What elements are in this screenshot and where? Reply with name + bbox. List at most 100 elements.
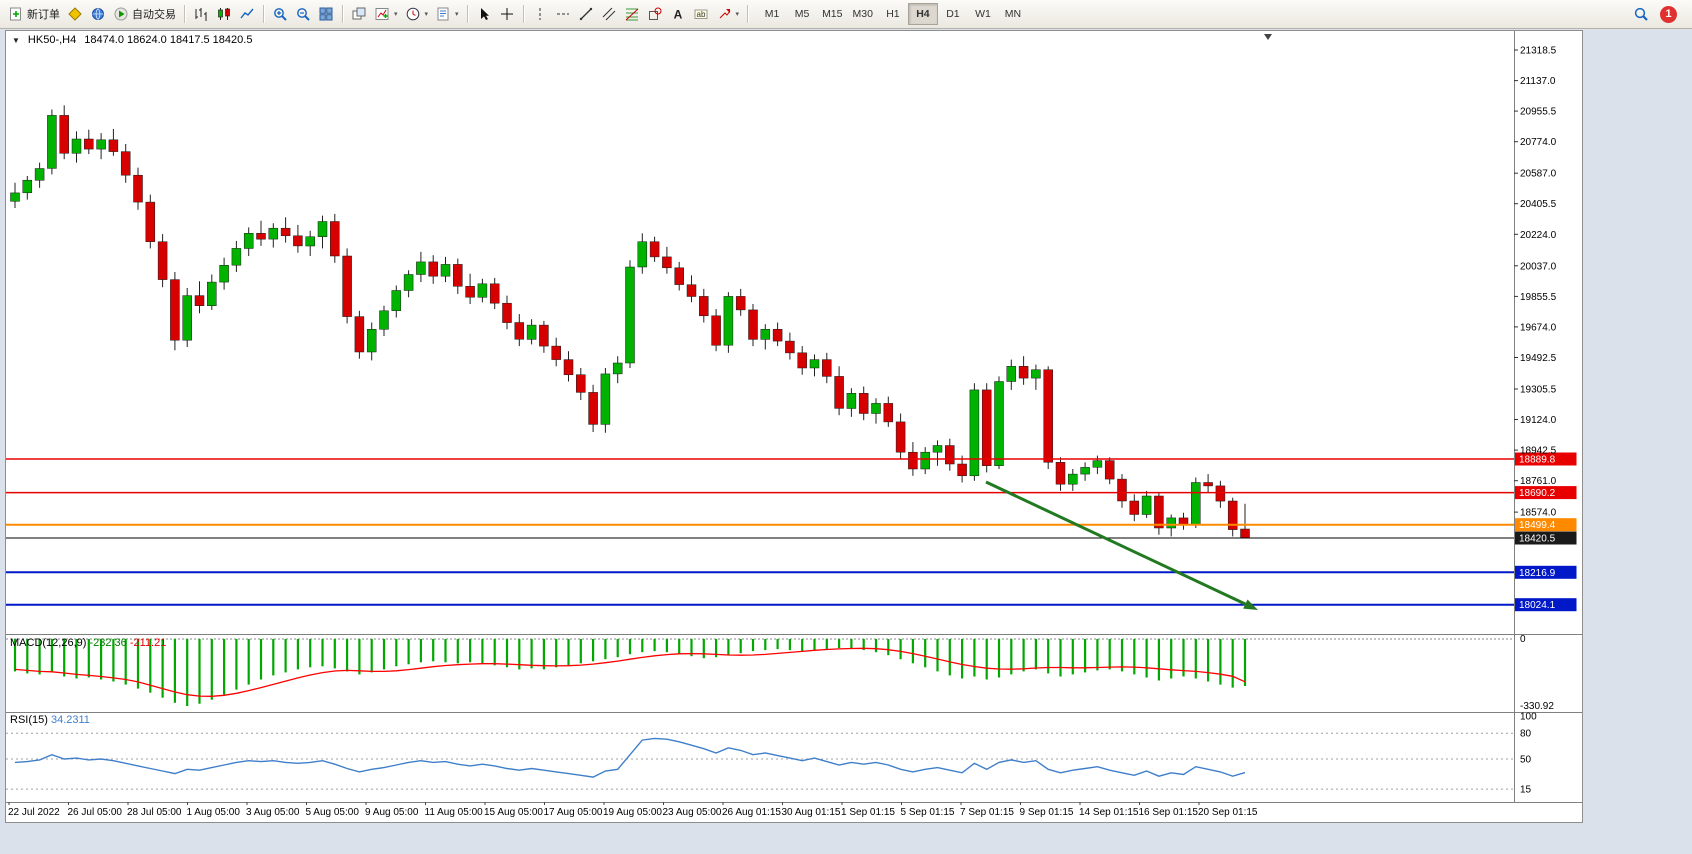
price-axis-label: 18942.5 [1520, 446, 1557, 457]
time-axis[interactable]: 22 Jul 2022 26 Jul 05:00 28 Jul 05:00 1 Aug… [8, 802, 1258, 818]
macd-axis-bottom: -330.92 [1520, 701, 1554, 712]
macd-axis-top: 0 [1520, 634, 1526, 645]
shapes-button[interactable] [644, 3, 666, 25]
timeframe-m30-button[interactable]: M30 [852, 8, 873, 20]
indicators-button[interactable]: ▾ [371, 3, 401, 25]
price-axis[interactable]: 21318.5 21137.0 20955.5 20774.0 20587.0 20405… [1514, 31, 1557, 802]
price-hline[interactable]: 18420.5 [6, 531, 1577, 545]
auto-trading-button[interactable]: 自动交易 [110, 3, 179, 25]
price-axis-label: 21137.0 [1520, 76, 1556, 87]
cursor-button[interactable] [473, 3, 495, 25]
profiles-button[interactable] [64, 3, 86, 25]
templates-button[interactable]: ▾ [432, 3, 462, 25]
price-tag [1514, 452, 1577, 466]
new-order-button[interactable]: 新订单 [5, 3, 63, 25]
new-chart-button[interactable] [348, 3, 370, 25]
new-order-icon [10, 7, 21, 21]
macd-signal-line [14, 647, 1246, 697]
rsi-value: 34.2311 [50, 714, 90, 726]
arrows-button[interactable]: ▾ [713, 3, 743, 25]
macd-name: MACD(12,26,9) [10, 637, 87, 649]
zoom-out-button[interactable] [292, 3, 314, 25]
time-axis-label: 15 Aug 05:00 [484, 807, 543, 818]
price-axis-label: 20955.5 [1520, 107, 1557, 118]
price-tag [1514, 486, 1577, 500]
market-watch-button[interactable] [87, 3, 109, 25]
price-axis-label: 21318.5 [1520, 46, 1557, 57]
price-hline[interactable]: 18216.9 [6, 565, 1577, 579]
time-axis-label: 16 Sep 01:15 [1139, 807, 1199, 818]
timeframe-d1-button[interactable]: D1 [946, 8, 960, 20]
macd-signal-value: -211.21 [129, 637, 167, 649]
text-label-button[interactable]: ab [690, 3, 712, 25]
candlestick-chart-button[interactable] [213, 3, 235, 25]
chart-canvas[interactable]: 18889.8 18690.2 18499.4 18420.5 18216.9 18024… [6, 31, 1582, 822]
price-tag-label: 18420.5 [1519, 534, 1556, 545]
price-hline[interactable]: 18690.2 [6, 486, 1577, 500]
notification-badge[interactable]: 1 [1660, 5, 1677, 23]
timeframe-h1-button[interactable]: H1 [886, 8, 900, 20]
line-chart-button[interactable] [236, 3, 258, 25]
time-axis-label: 26 Aug 01:15 [722, 807, 781, 818]
vertical-line-button[interactable] [529, 3, 551, 25]
price-hline[interactable]: 18889.8 [6, 452, 1577, 466]
text-button[interactable]: A [667, 3, 689, 25]
one-click-trading-toggle[interactable]: ▼ [12, 35, 20, 45]
ohlc-values: 18474.0 18624.0 18417.5 18420.5 [84, 34, 253, 46]
time-axis-label: 14 Sep 01:15 [1079, 807, 1139, 818]
fibonacci-button[interactable] [621, 3, 643, 25]
timeframe-m15-button[interactable]: M15 [822, 8, 843, 20]
chart-window[interactable]: 18889.8 18690.2 18499.4 18420.5 18216.9 18024… [5, 30, 1583, 823]
crosshair-button[interactable] [496, 3, 518, 25]
timeframe-m1-button[interactable]: M1 [764, 8, 780, 20]
time-axis-label: 30 Aug 01:15 [782, 807, 841, 818]
chart-shift-marker[interactable] [1264, 34, 1272, 40]
trendline-icon [579, 7, 592, 21]
price-tag [1514, 565, 1577, 579]
search-icon [1634, 7, 1648, 21]
price-tag-label: 18889.8 [1519, 455, 1556, 466]
price-axis-label: 19492.5 [1520, 353, 1557, 364]
trend-arrow[interactable] [985, 480, 1258, 610]
price-hline[interactable]: 18499.4 [6, 518, 1577, 532]
price-axis-label: 18574.0 [1520, 508, 1557, 519]
time-axis-label: 7 Sep 01:15 [960, 807, 1014, 818]
toolbar-separator [747, 5, 749, 23]
chevron-down-icon: ▾ [455, 11, 459, 18]
periods-button[interactable]: ▾ [402, 3, 432, 25]
price-hline[interactable]: 18024.1 [6, 598, 1577, 612]
time-axis-label: 1 Sep 01:15 [841, 807, 895, 818]
rsi-axis-label: 50 [1520, 755, 1532, 766]
new-order-label: 新订单 [27, 9, 60, 21]
trendline-button[interactable] [575, 3, 597, 25]
equidistant-channel-button[interactable] [598, 3, 620, 25]
price-axis-label: 20587.0 [1520, 169, 1557, 180]
time-axis-label: 5 Aug 05:00 [306, 807, 360, 818]
time-axis-label: 17 Aug 05:00 [544, 807, 603, 818]
rsi-axis-label: 100 [1520, 712, 1537, 723]
time-axis-label: 9 Aug 05:00 [365, 807, 419, 818]
bar-chart-button[interactable] [190, 3, 212, 25]
timeframe-m5-button[interactable]: M5 [794, 8, 810, 20]
price-tag [1514, 518, 1577, 532]
timeframe-h4-button[interactable]: H4 [907, 3, 938, 25]
search-button[interactable] [1630, 3, 1652, 25]
time-axis-label: 19 Aug 05:00 [603, 807, 662, 818]
price-tag-label: 18216.9 [1519, 568, 1556, 579]
cascade-icon [352, 7, 366, 20]
time-axis-label: 9 Sep 01:15 [1020, 807, 1074, 818]
time-axis-label: 3 Aug 05:00 [246, 807, 300, 818]
shapes-icon [648, 7, 662, 20]
time-axis-label: 23 Aug 05:00 [663, 807, 722, 818]
timeframe-w1-button[interactable]: W1 [975, 8, 991, 20]
price-axis-label: 19124.0 [1520, 415, 1557, 426]
template-icon [437, 7, 449, 21]
timeframe-mn-button[interactable]: MN [1004, 8, 1022, 20]
zoom-in-button[interactable] [269, 3, 291, 25]
time-axis-label: 28 Jul 05:00 [127, 807, 182, 818]
chevron-down-icon: ▾ [424, 11, 429, 18]
horizontal-line-button[interactable] [552, 3, 574, 25]
tile-windows-button[interactable] [315, 3, 337, 25]
svg-text:ab: ab [696, 10, 705, 19]
